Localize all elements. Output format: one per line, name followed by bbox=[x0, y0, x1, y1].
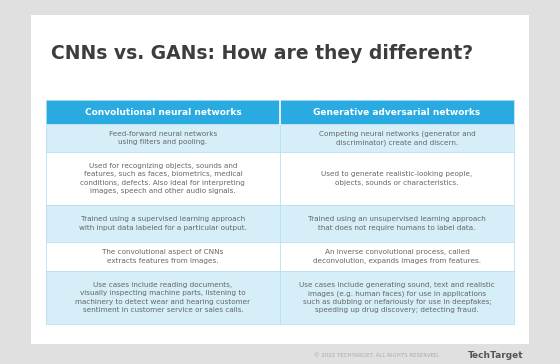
Text: Trained using a supervised learning approach
with input data labeled for a parti: Trained using a supervised learning appr… bbox=[79, 217, 247, 231]
FancyBboxPatch shape bbox=[46, 271, 514, 324]
Text: Competing neural networks (generator and
discriminator) create and discern.: Competing neural networks (generator and… bbox=[319, 130, 475, 146]
Text: © 2022 TECHTARGET. ALL RIGHTS RESERVED.: © 2022 TECHTARGET. ALL RIGHTS RESERVED. bbox=[314, 353, 440, 359]
FancyBboxPatch shape bbox=[31, 15, 529, 344]
Text: Trained using an unsupervised learning approach
that does not require humans to : Trained using an unsupervised learning a… bbox=[308, 217, 486, 231]
Text: Generative adversarial networks: Generative adversarial networks bbox=[314, 108, 480, 117]
Text: Use cases include reading documents,
visually inspecting machine parts, listenin: Use cases include reading documents, vis… bbox=[75, 282, 250, 313]
Text: The convolutional aspect of CNNs
extracts features from images.: The convolutional aspect of CNNs extract… bbox=[102, 249, 223, 264]
Text: CNNs vs. GANs: How are they different?: CNNs vs. GANs: How are they different? bbox=[51, 44, 473, 63]
FancyBboxPatch shape bbox=[46, 100, 514, 124]
Text: Convolutional neural networks: Convolutional neural networks bbox=[85, 108, 241, 117]
Text: TechTarget: TechTarget bbox=[468, 352, 523, 360]
FancyBboxPatch shape bbox=[46, 152, 514, 205]
FancyBboxPatch shape bbox=[46, 242, 514, 271]
FancyBboxPatch shape bbox=[46, 124, 514, 152]
Text: Feed-forward neural networks
using filters and pooling.: Feed-forward neural networks using filte… bbox=[109, 131, 217, 145]
Text: Use cases include generating sound, text and realistic
images (e.g. human faces): Use cases include generating sound, text… bbox=[299, 282, 495, 313]
Text: An inverse convolutional process, called
deconvolution, expands images from feat: An inverse convolutional process, called… bbox=[313, 249, 481, 264]
Text: Used for recognizing objects, sounds and
features, such as faces, biometrics, me: Used for recognizing objects, sounds and… bbox=[81, 163, 245, 194]
FancyBboxPatch shape bbox=[46, 205, 514, 242]
Text: Used to generate realistic-looking people,
objects, sounds or characteristics.: Used to generate realistic-looking peopl… bbox=[321, 171, 473, 186]
